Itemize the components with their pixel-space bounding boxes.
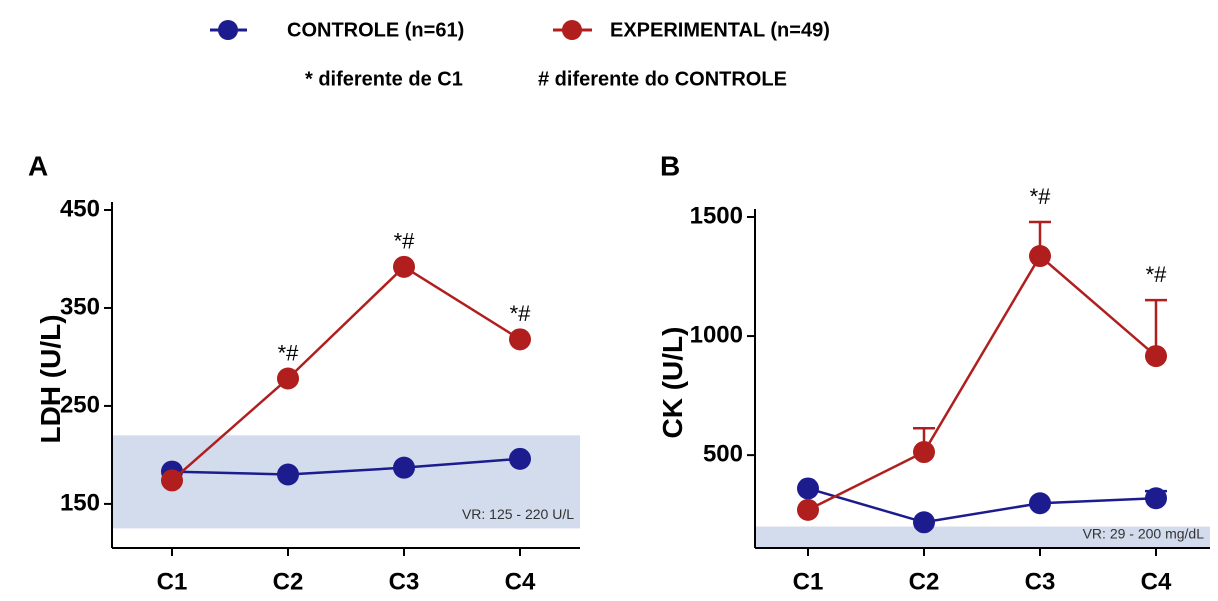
legend-label: EXPERIMENTAL (n=49) [610, 19, 830, 41]
legend-marker [218, 20, 238, 40]
data-point [797, 477, 819, 500]
reference-label: VR: 29 - 200 mg/dL [1083, 526, 1205, 542]
significance-label: *# [394, 229, 416, 254]
x-tick-label: C1 [793, 568, 824, 595]
data-point [1145, 487, 1167, 510]
data-point [509, 328, 531, 351]
series-line [807, 487, 1157, 524]
series-line [171, 457, 521, 476]
series-line [807, 254, 1157, 512]
y-tick-label: 500 [703, 440, 743, 467]
data-point [277, 463, 299, 486]
data-point [393, 255, 415, 278]
y-tick-label: 350 [60, 293, 100, 320]
significance-label: *# [1146, 262, 1168, 287]
y-tick-label: 450 [60, 195, 100, 222]
x-tick-label: C1 [157, 568, 188, 595]
significance-label: *# [510, 301, 532, 326]
y-axis-label: LDH (U/L) [35, 314, 66, 443]
x-tick-label: C3 [389, 568, 420, 595]
y-axis-label: CK (U/L) [657, 327, 688, 439]
data-point [1029, 492, 1051, 515]
significance-label: *# [278, 340, 300, 365]
data-point [509, 447, 531, 470]
x-tick-label: C2 [909, 568, 940, 595]
y-tick-label: 1500 [690, 202, 743, 229]
legend-note: * diferente de C1 [305, 68, 463, 90]
x-tick-label: C4 [505, 568, 536, 595]
data-point [277, 367, 299, 390]
x-tick-label: C3 [1025, 568, 1056, 595]
data-point [1029, 245, 1051, 268]
data-point [1145, 345, 1167, 368]
x-tick-label: C2 [273, 568, 304, 595]
reference-band [112, 435, 580, 529]
data-point [797, 498, 819, 521]
legend-note: # diferente do CONTROLE [538, 68, 787, 90]
series-line [171, 265, 521, 482]
data-point [913, 511, 935, 534]
data-point [161, 469, 183, 492]
y-tick-label: 150 [60, 489, 100, 516]
data-point [393, 456, 415, 479]
reference-band [755, 526, 1210, 548]
panel-label: A [28, 150, 48, 181]
legend-marker [562, 20, 582, 40]
panel-label: B [660, 150, 680, 181]
x-tick-label: C4 [1141, 568, 1172, 595]
legend-label: CONTROLE (n=61) [287, 19, 464, 41]
reference-label: VR: 125 - 220 U/L [462, 506, 574, 522]
data-point [913, 441, 935, 464]
y-tick-label: 250 [60, 391, 100, 418]
y-tick-label: 1000 [690, 321, 743, 348]
significance-label: *# [1030, 184, 1052, 209]
